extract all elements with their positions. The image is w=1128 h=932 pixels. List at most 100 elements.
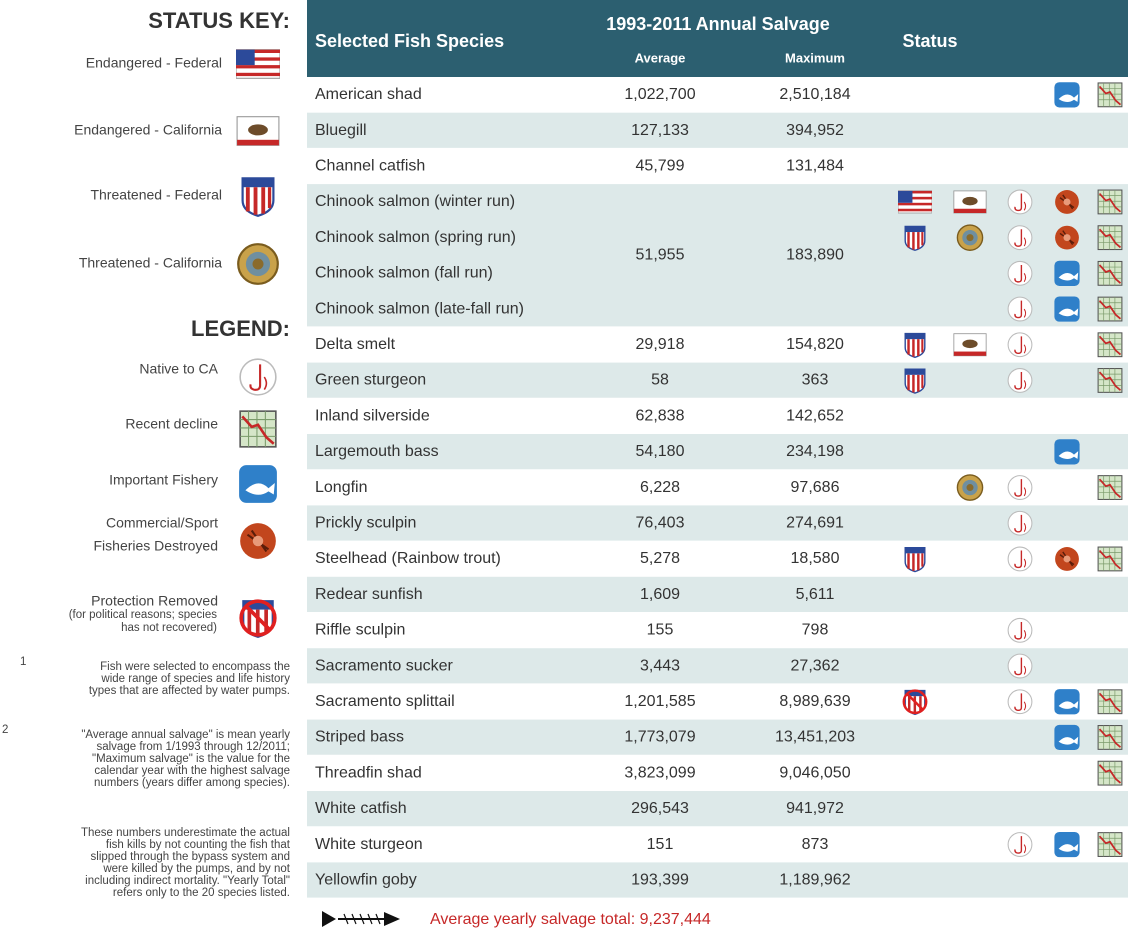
status-icon bbox=[1007, 510, 1033, 536]
average: 6,228 bbox=[640, 479, 680, 496]
average: 193,399 bbox=[631, 871, 689, 888]
maximum: 131,484 bbox=[786, 157, 844, 174]
status-icon bbox=[953, 333, 987, 357]
average: 1,609 bbox=[640, 586, 680, 603]
species-name: Channel catfish bbox=[315, 157, 425, 174]
average: 296,543 bbox=[631, 800, 689, 817]
average: 54,180 bbox=[636, 443, 685, 460]
status-key-title: STATUS KEY: bbox=[148, 8, 290, 33]
status-icon bbox=[898, 190, 932, 214]
status-icon bbox=[238, 409, 278, 449]
status-icon bbox=[1054, 296, 1080, 322]
status-icon bbox=[1007, 689, 1033, 715]
row-bg bbox=[307, 434, 1128, 470]
species-name: Chinook salmon (winter run) bbox=[315, 193, 515, 210]
status-icon bbox=[956, 224, 984, 251]
species-name: Green sturgeon bbox=[315, 372, 426, 389]
row-bg bbox=[307, 148, 1128, 185]
species-name: Sacramento sucker bbox=[315, 657, 454, 674]
species-name: Largemouth bass bbox=[315, 443, 439, 460]
species-name: Inland silverside bbox=[315, 407, 430, 424]
average: 5,278 bbox=[640, 550, 680, 567]
status-icon bbox=[1097, 724, 1123, 751]
status-icon bbox=[1007, 189, 1033, 215]
status-icon bbox=[1097, 474, 1123, 501]
row-bg bbox=[307, 398, 1128, 434]
status-icon bbox=[1054, 189, 1080, 215]
footnote-line: "Average annual salvage" is mean yearly bbox=[81, 729, 290, 741]
species-name: Longfin bbox=[315, 479, 368, 496]
status-icon bbox=[1097, 367, 1123, 394]
row-bg bbox=[307, 469, 1128, 506]
status-icon bbox=[1097, 82, 1123, 108]
maximum: 2,510,184 bbox=[779, 86, 850, 103]
maximum: 873 bbox=[802, 836, 829, 853]
total: Average yearly salvage total: 9,237,444 bbox=[430, 911, 711, 928]
status-icon bbox=[1097, 546, 1123, 572]
status-icon bbox=[1097, 296, 1123, 322]
status-icon bbox=[1007, 653, 1033, 679]
status-icon bbox=[953, 190, 987, 214]
maximum: 5,611 bbox=[796, 586, 835, 603]
average: 29,918 bbox=[636, 336, 685, 353]
average: 58 bbox=[651, 372, 669, 389]
average: 51,955 bbox=[636, 247, 685, 264]
footnote-line: calendar year with the highest salvage bbox=[94, 765, 290, 777]
maximum: 97,686 bbox=[791, 479, 840, 496]
average: 62,838 bbox=[636, 407, 685, 424]
status-icon bbox=[239, 599, 277, 639]
status-key-label: Endangered - Federal bbox=[86, 55, 222, 71]
species-name: Bluegill bbox=[315, 122, 367, 139]
maximum: 363 bbox=[802, 372, 829, 389]
maximum: 274,691 bbox=[786, 514, 844, 531]
maximum: 27,362 bbox=[791, 657, 840, 674]
species-name: Redear sunfish bbox=[315, 586, 423, 603]
average: 1,773,079 bbox=[624, 729, 695, 746]
maximum: 1,189,962 bbox=[779, 871, 850, 888]
maximum: 798 bbox=[802, 622, 829, 639]
legend-label: (for political reasons; species bbox=[69, 609, 218, 621]
footnote-line: Fish were selected to encompass the bbox=[100, 661, 290, 673]
status-icon bbox=[239, 358, 277, 396]
row-bg bbox=[307, 541, 1128, 577]
species-name: Delta smelt bbox=[315, 336, 396, 353]
status-icon bbox=[904, 368, 926, 394]
average: 76,403 bbox=[636, 514, 685, 531]
row-bg bbox=[307, 112, 1128, 149]
maximum: 183,890 bbox=[786, 247, 844, 264]
status-icon bbox=[1007, 831, 1033, 858]
status-icon bbox=[1054, 439, 1080, 465]
footnote-line: slipped through the bypass system and bbox=[91, 851, 290, 863]
footnote-line: numbers (years differ among species). bbox=[94, 777, 290, 789]
footnote-line: types that are affected by water pumps. bbox=[89, 685, 290, 697]
status-icon bbox=[1054, 831, 1080, 858]
species-name: White catfish bbox=[315, 800, 407, 817]
footnote-mark: 2 bbox=[2, 724, 8, 736]
legend-label: Native to CA bbox=[139, 361, 218, 377]
footnote-line: fish kills by not counting the fish that bbox=[106, 839, 291, 851]
header-average: Average bbox=[635, 50, 686, 65]
footnote-mark: 1 bbox=[20, 656, 26, 668]
status-icon bbox=[1097, 189, 1123, 215]
header-maximum: Maximum bbox=[785, 50, 845, 65]
status-key-label: Endangered - California bbox=[74, 122, 222, 138]
species-name: American shad bbox=[315, 86, 422, 103]
status-icon bbox=[902, 689, 928, 716]
row-bg bbox=[307, 362, 1128, 399]
average: 3,443 bbox=[640, 657, 680, 674]
status-icon bbox=[1007, 260, 1033, 286]
footnote-line: refers only to the 20 species listed. bbox=[113, 887, 290, 899]
average: 45,799 bbox=[636, 157, 685, 174]
status-icon bbox=[1007, 474, 1033, 501]
maximum: 154,820 bbox=[786, 336, 844, 353]
status-icon bbox=[1097, 331, 1123, 358]
maximum: 234,198 bbox=[786, 443, 844, 460]
species-name: White sturgeon bbox=[315, 836, 423, 853]
footnote-line: were killed by the pumps, and by not bbox=[102, 863, 290, 875]
status-key-label: Threatened - California bbox=[79, 255, 222, 271]
average: 1,022,700 bbox=[624, 86, 695, 103]
species-name: Riffle sculpin bbox=[315, 622, 405, 639]
maximum: 142,652 bbox=[786, 407, 844, 424]
arrow-icon bbox=[322, 910, 401, 928]
row-bg bbox=[307, 505, 1128, 542]
